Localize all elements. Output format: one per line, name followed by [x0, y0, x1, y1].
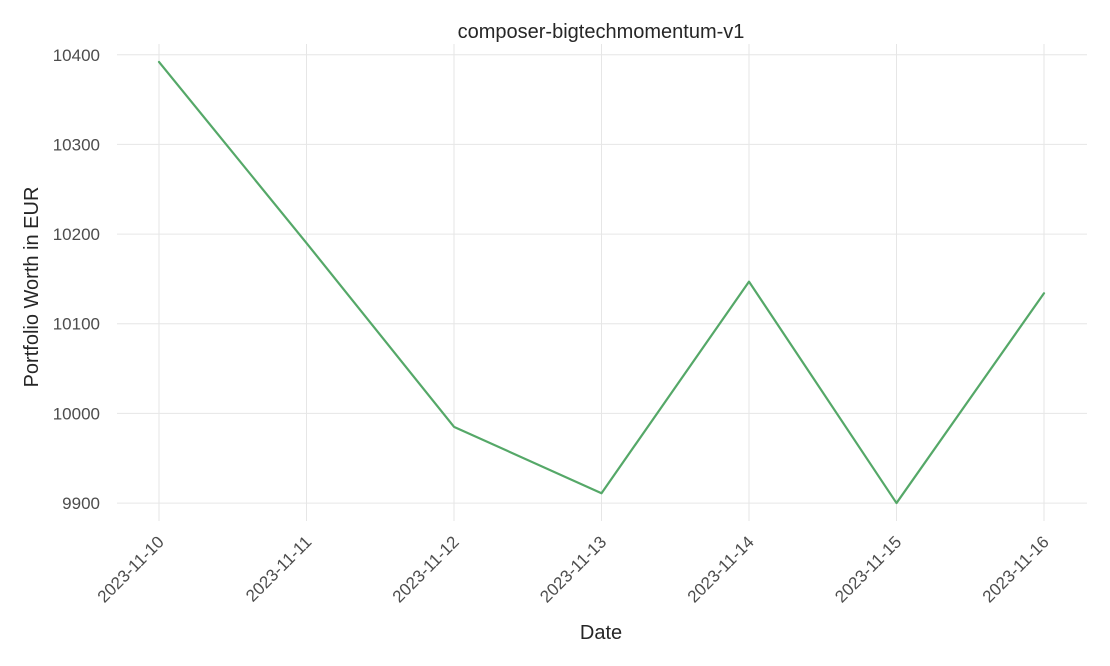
- chart-title: composer-bigtechmomentum-v1: [458, 21, 745, 43]
- x-tick-label: 2023-11-14: [684, 532, 758, 606]
- x-tick-label: 2023-11-13: [536, 532, 610, 606]
- grid-layer: [117, 44, 1087, 521]
- x-tick-labels: 2023-11-10 2023-11-11 2023-11-12 2023-11-13…: [94, 532, 1053, 606]
- x-tick-label: 2023-11-12: [389, 532, 463, 606]
- y-tick-label: 10300: [53, 135, 100, 154]
- y-axis-label: Portfolio Worth in EUR: [21, 187, 43, 388]
- x-axis-label: Date: [580, 622, 622, 644]
- x-tick-label: 2023-11-16: [979, 532, 1053, 606]
- y-tick-label: 10400: [53, 46, 100, 65]
- y-tick-label: 9900: [62, 494, 100, 513]
- x-tick-label: 2023-11-15: [831, 532, 905, 606]
- x-tick-label: 2023-11-11: [242, 532, 315, 605]
- series-layer: [157, 60, 1046, 505]
- y-tick-label: 10200: [53, 225, 100, 244]
- y-tick-label: 10100: [53, 315, 100, 334]
- y-tick-labels: 9900 10000 10100 10200 10300 10400: [53, 46, 100, 513]
- y-tick-label: 10000: [53, 404, 100, 423]
- series-line: [157, 60, 1046, 505]
- x-tick-label: 2023-11-10: [94, 532, 168, 606]
